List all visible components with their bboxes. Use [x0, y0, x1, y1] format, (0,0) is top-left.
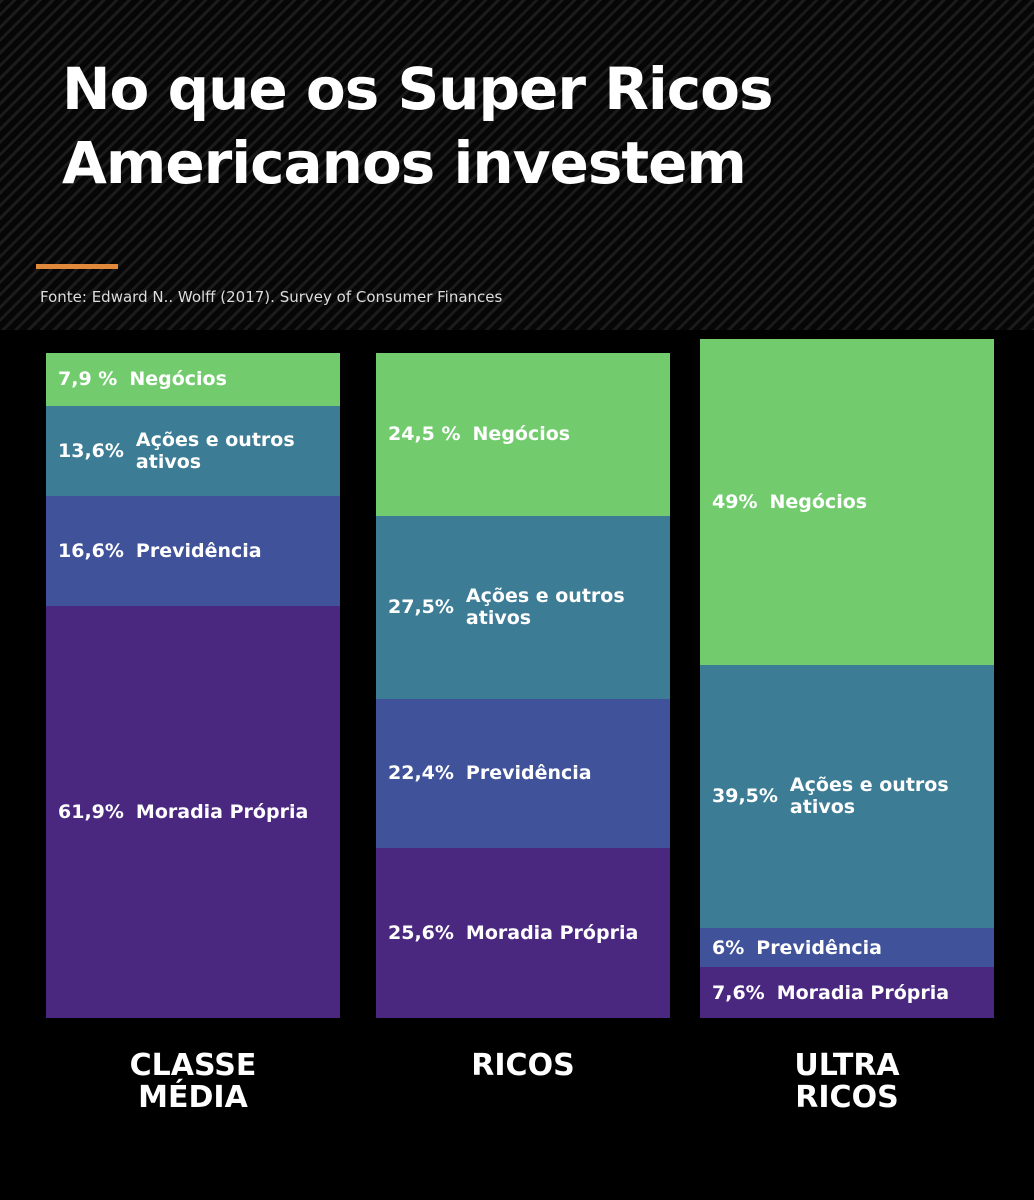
- segment-name: Negócios: [472, 423, 571, 446]
- accent-rule: [36, 264, 118, 269]
- value-label: 16,6%: [58, 540, 124, 563]
- header-background: [0, 0, 1034, 330]
- category-label: ULTRA RICOS: [794, 1048, 900, 1115]
- bar-segment: 49% Negócios: [700, 339, 994, 665]
- value-label: 27,5%: [388, 596, 454, 619]
- value-label: 6%: [712, 936, 745, 959]
- category-label: RICOS: [471, 1048, 575, 1083]
- source: Fonte: Edward N.. Wolff (2017). Survey o…: [40, 288, 503, 306]
- category-label: CLASSE MÉDIA: [129, 1048, 257, 1115]
- bar-segment: 39,5% Ações e outros ativos: [700, 664, 994, 928]
- segment-name: Moradia Própria: [776, 981, 950, 1004]
- segment-name: Previdência: [135, 540, 262, 563]
- segment-name: Ações e outros ativos: [465, 585, 625, 630]
- bar-segment: 61,9% Moradia Própria: [46, 606, 340, 1018]
- chart-title: No que os Super Ricos Americanos investe…: [62, 55, 774, 197]
- segment-name: Ações e outros ativos: [135, 428, 295, 473]
- bar-segment: 16,6% Previdência: [46, 495, 340, 607]
- bar-segment: 7,6% Moradia Própria: [700, 967, 994, 1018]
- segment-name: Negócios: [769, 490, 868, 513]
- value-label: 7,9 %: [58, 368, 118, 391]
- segment-name: Moradia Própria: [465, 921, 639, 944]
- bar-segment: 25,6% Moradia Própria: [376, 847, 670, 1018]
- value-label: 22,4%: [388, 762, 454, 785]
- value-label: 61,9%: [58, 801, 124, 824]
- value-label: 13,6%: [58, 439, 124, 462]
- bar-segment: 7,9 % Negócios: [46, 353, 340, 406]
- segment-name: Moradia Própria: [135, 801, 309, 824]
- bar-segment: 24,5 % Negócios: [376, 353, 670, 516]
- bar-segment: 22,4% Previdência: [376, 698, 670, 848]
- value-label: 24,5 %: [388, 423, 461, 446]
- bar-segment: 27,5% Ações e outros ativos: [376, 515, 670, 699]
- value-label: 25,6%: [388, 921, 454, 944]
- segment-name: Previdência: [756, 936, 882, 959]
- segment-name: Ações e outros ativos: [789, 774, 949, 819]
- bar-segment: 6% Previdência: [700, 927, 994, 968]
- bar-segment: 13,6% Ações e outros ativos: [46, 405, 340, 496]
- value-label: 7,6%: [712, 981, 765, 1004]
- value-label: 39,5%: [712, 785, 778, 808]
- value-label: 49%: [712, 490, 758, 513]
- segment-name: Negócios: [129, 368, 227, 391]
- segment-name: Previdência: [465, 762, 592, 785]
